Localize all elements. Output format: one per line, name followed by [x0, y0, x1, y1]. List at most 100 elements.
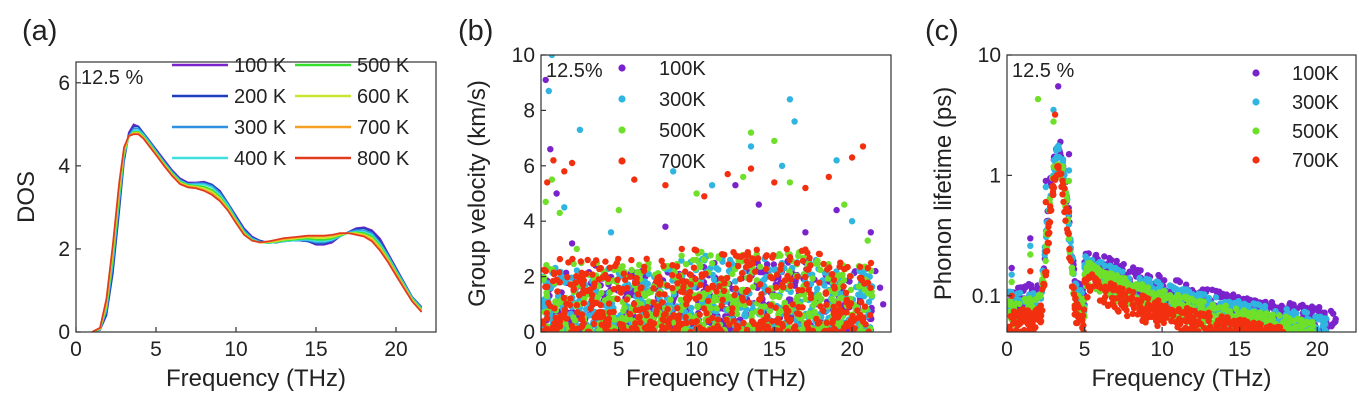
velocity-point — [865, 328, 872, 332]
velocity-point — [682, 314, 689, 321]
velocity-point — [851, 325, 858, 332]
velocity-point — [796, 310, 803, 318]
lifetime-point — [1045, 223, 1052, 231]
lifetime-point — [1049, 184, 1057, 191]
velocity-point — [650, 327, 657, 332]
velocity-point — [567, 295, 574, 302]
velocity-point — [694, 303, 701, 311]
velocity-point — [752, 268, 759, 275]
velocity-point — [720, 287, 728, 295]
lifetime-point — [1093, 264, 1100, 271]
lifetime-point — [1130, 264, 1137, 271]
velocity-point — [578, 311, 586, 318]
velocity-point — [620, 270, 627, 277]
x-tick-label: 10 — [224, 338, 247, 361]
panel-c-label: (c) — [925, 15, 959, 47]
lifetime-point — [1044, 230, 1052, 237]
velocity-point — [787, 282, 794, 290]
lifetime-point — [1150, 305, 1158, 312]
x-tick-label: 10 — [1150, 338, 1173, 361]
lifetime-point — [1027, 320, 1034, 327]
lifetime-point — [1268, 313, 1275, 320]
velocity-point — [723, 316, 730, 323]
velocity-point — [588, 291, 596, 299]
lifetime-point — [1202, 328, 1210, 332]
velocity-point — [669, 284, 676, 292]
lifetime-point — [1008, 278, 1015, 286]
lifetime-point — [1282, 313, 1289, 321]
velocity-point — [805, 286, 812, 293]
lifetime-point — [1186, 296, 1193, 303]
lifetime-point — [1015, 318, 1023, 325]
panel-b: 0 5 10 15 20 0 2 4 6 8 10 Frequency (THz) Group velo… — [464, 44, 892, 392]
lifetime-point — [1010, 320, 1017, 327]
velocity-point — [615, 284, 622, 291]
lifetime-point — [1066, 245, 1073, 253]
lifetime-point — [1062, 217, 1069, 224]
velocity-point — [781, 277, 789, 284]
velocity-point — [726, 321, 733, 328]
velocity-point — [634, 291, 642, 298]
lifetime-point — [1022, 297, 1029, 305]
velocity-point — [577, 258, 584, 265]
velocity-point — [771, 137, 778, 145]
dos-line-800k — [91, 133, 423, 332]
legend-marker — [618, 157, 626, 165]
velocity-point — [848, 218, 856, 225]
x-axis-label: Frequency (THz) — [1091, 365, 1271, 392]
concentration-annotation: 12.5% — [546, 60, 603, 82]
y-tick-label: 2 — [58, 238, 70, 261]
lifetime-point — [1189, 316, 1196, 323]
velocity-point — [823, 319, 830, 326]
velocity-point — [693, 256, 700, 264]
velocity-point — [746, 276, 753, 283]
velocity-point — [542, 76, 549, 84]
velocity-point — [568, 240, 576, 247]
velocity-point — [798, 247, 806, 254]
velocity-point — [700, 256, 707, 263]
velocity-point — [696, 261, 703, 268]
velocity-point — [732, 278, 739, 285]
lifetime-point — [1252, 314, 1260, 321]
velocity-point — [544, 315, 551, 322]
velocity-point — [542, 267, 549, 275]
lifetime-point — [1212, 294, 1220, 301]
velocity-point — [756, 281, 764, 288]
velocity-point — [569, 255, 576, 263]
velocity-point — [833, 206, 840, 214]
velocity-point — [665, 324, 673, 331]
velocity-point — [633, 279, 641, 286]
lifetime-point — [1241, 328, 1248, 332]
velocity-point — [556, 209, 563, 217]
velocity-point — [544, 179, 551, 186]
velocity-point — [787, 276, 794, 283]
lifetime-point — [1108, 256, 1115, 264]
lifetime-point — [1143, 277, 1150, 284]
velocity-point — [553, 190, 560, 197]
lifetime-points — [1007, 83, 1339, 332]
velocity-point — [687, 328, 694, 332]
velocity-point — [783, 306, 790, 314]
velocity-point — [586, 312, 593, 319]
velocity-point — [580, 289, 587, 297]
velocity-point — [738, 258, 745, 265]
velocity-point — [830, 276, 838, 284]
velocity-point — [697, 281, 704, 289]
velocity-point — [550, 269, 557, 276]
velocity-point — [549, 324, 556, 331]
lifetime-point — [1079, 324, 1086, 331]
velocity-point — [843, 299, 850, 306]
lifetime-point — [1319, 317, 1326, 325]
velocity-point — [561, 279, 568, 286]
velocity-point — [615, 206, 622, 214]
velocity-point — [724, 170, 731, 178]
lifetime-point — [1258, 328, 1265, 332]
lifetime-point — [1034, 306, 1041, 313]
velocity-point — [571, 317, 578, 324]
lifetime-point — [1198, 304, 1206, 311]
lifetime-point — [1042, 257, 1049, 265]
velocity-point — [573, 267, 581, 274]
velocity-point — [583, 270, 590, 277]
velocity-point — [858, 299, 865, 306]
velocity-point — [704, 297, 712, 305]
